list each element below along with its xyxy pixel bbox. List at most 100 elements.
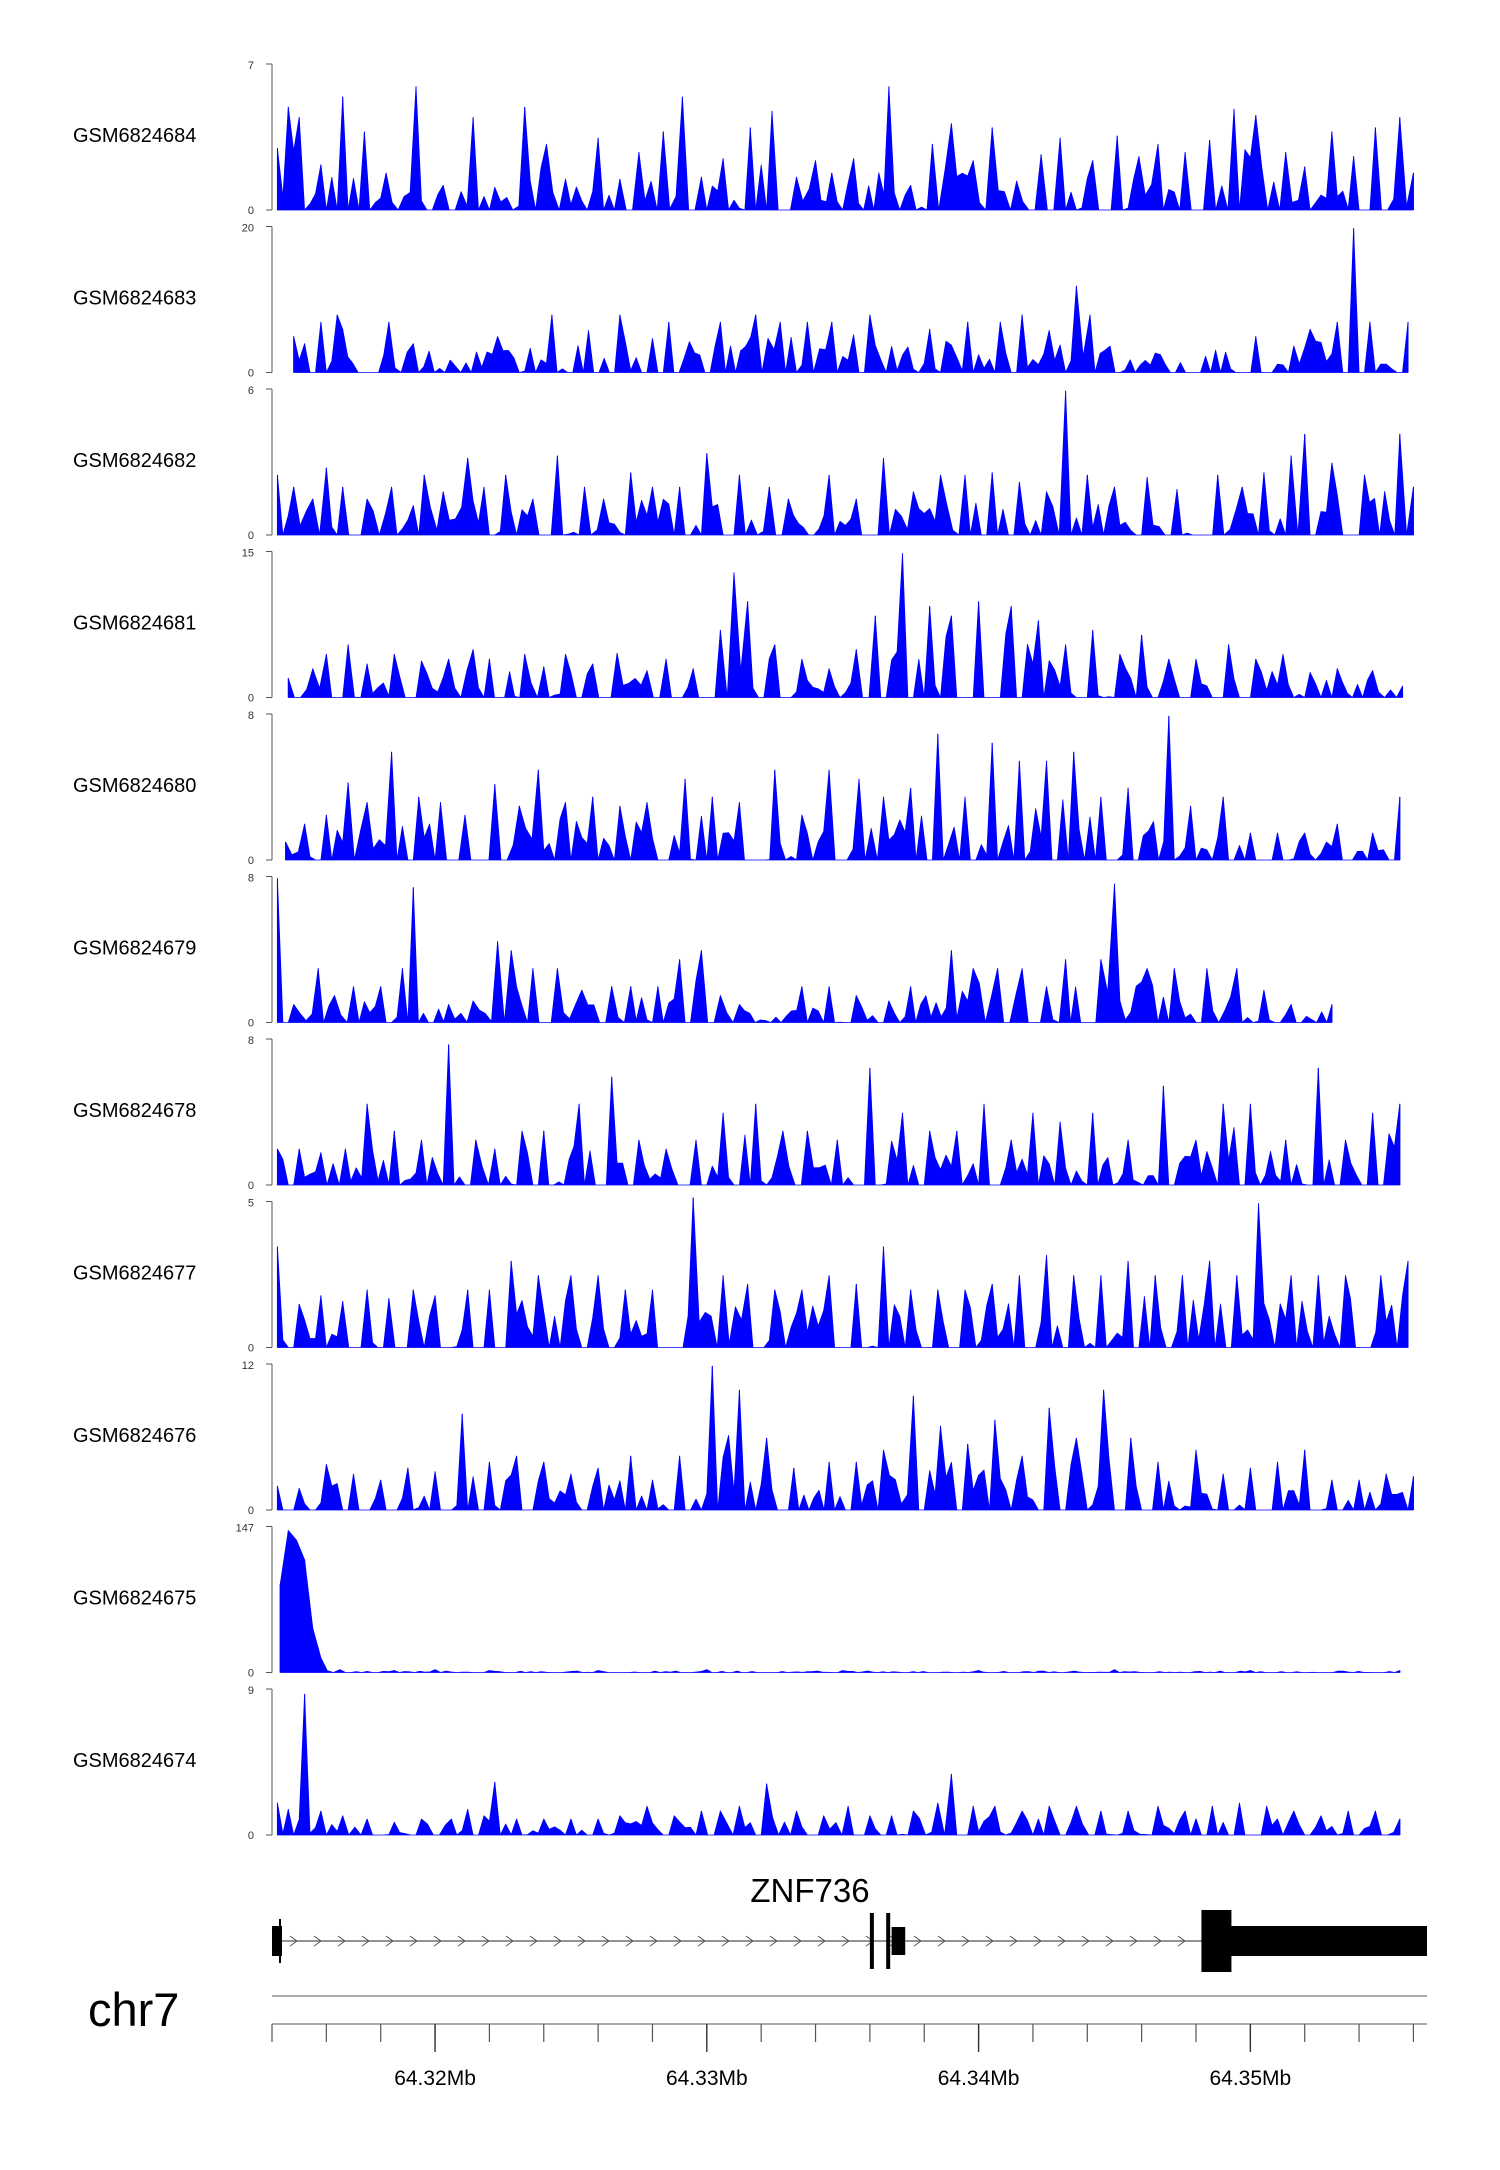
y-tick-label-min: 0 bbox=[248, 1505, 254, 1517]
track-label: GSM6824682 bbox=[73, 450, 196, 472]
strand-arrow bbox=[1105, 1935, 1114, 1947]
strand-arrow bbox=[1009, 1935, 1018, 1947]
track-label: GSM6824678 bbox=[73, 1100, 196, 1122]
strand-arrow bbox=[937, 1935, 946, 1947]
track-GSM6824679: GSM6824679 8 0 bbox=[73, 873, 1333, 1030]
strand-arrow bbox=[577, 1935, 586, 1947]
gene-exon bbox=[272, 1926, 282, 1956]
coverage-area bbox=[285, 715, 1401, 861]
y-tick-label-min: 0 bbox=[248, 1180, 254, 1192]
track-label: GSM6824683 bbox=[73, 288, 196, 310]
track-GSM6824678: GSM6824678 8 0 bbox=[73, 1035, 1401, 1192]
strand-arrow bbox=[793, 1935, 802, 1947]
strand-arrow bbox=[625, 1935, 634, 1947]
y-tick-label-max: 6 bbox=[248, 385, 254, 397]
strand-arrow bbox=[481, 1935, 490, 1947]
strand-arrow bbox=[649, 1935, 658, 1947]
strand-arrow bbox=[553, 1935, 562, 1947]
gene-model-track: ZNF736 bbox=[272, 1872, 1427, 1972]
track-GSM6824680: GSM6824680 8 0 bbox=[73, 710, 1401, 867]
strand-arrow bbox=[361, 1935, 370, 1947]
strand-arrow bbox=[529, 1935, 538, 1947]
coverage-area bbox=[277, 86, 1414, 211]
strand-arrow bbox=[1129, 1935, 1138, 1947]
strand-arrow bbox=[673, 1935, 682, 1947]
track-GSM6824684: GSM6824684 7 0 bbox=[73, 60, 1414, 217]
y-tick-label-min: 0 bbox=[248, 1018, 254, 1030]
y-tick-label-max: 7 bbox=[248, 60, 254, 72]
y-tick-label-min: 0 bbox=[248, 368, 254, 380]
strand-arrow bbox=[961, 1935, 970, 1947]
track-GSM6824682: GSM6824682 6 0 bbox=[73, 385, 1414, 542]
strand-arrow bbox=[769, 1935, 778, 1947]
strand-arrow bbox=[745, 1935, 754, 1947]
track-GSM6824683: GSM6824683 20 0 bbox=[73, 223, 1409, 380]
y-tick-label-max: 12 bbox=[242, 1360, 254, 1372]
strand-arrow bbox=[1033, 1935, 1042, 1947]
y-tick-label-max: 8 bbox=[248, 873, 254, 885]
strand-arrow bbox=[1177, 1935, 1186, 1947]
strand-arrow bbox=[721, 1935, 730, 1947]
strand-arrow bbox=[337, 1935, 346, 1947]
strand-arrow bbox=[601, 1935, 610, 1947]
coverage-area bbox=[277, 878, 1333, 1023]
y-tick-label-max: 8 bbox=[248, 1035, 254, 1047]
strand-arrow bbox=[817, 1935, 826, 1947]
strand-arrow bbox=[841, 1935, 850, 1947]
coverage-area bbox=[277, 390, 1414, 536]
coverage-area bbox=[277, 1044, 1401, 1186]
strand-arrow bbox=[985, 1935, 994, 1947]
strand-arrow bbox=[313, 1935, 322, 1947]
chromosome-label: chr7 bbox=[88, 1983, 179, 2036]
coverage-area bbox=[277, 1365, 1414, 1511]
strand-arrow bbox=[505, 1935, 514, 1947]
y-tick-label-max: 8 bbox=[248, 710, 254, 722]
gene-exon-utr bbox=[1204, 1926, 1427, 1956]
track-label: GSM6824679 bbox=[73, 938, 196, 960]
strand-arrow bbox=[1057, 1935, 1066, 1947]
gene-label: ZNF736 bbox=[750, 1872, 869, 1909]
strand-arrow bbox=[289, 1935, 298, 1947]
track-label: GSM6824675 bbox=[73, 1588, 196, 1610]
y-tick-label-min: 0 bbox=[248, 1830, 254, 1842]
track-label: GSM6824677 bbox=[73, 1263, 196, 1285]
track-label: GSM6824680 bbox=[73, 775, 196, 797]
y-tick-label-max: 147 bbox=[236, 1523, 254, 1535]
axis-tick-label: 64.32Mb bbox=[394, 2067, 476, 2090]
y-tick-label-max: 9 bbox=[248, 1685, 254, 1697]
track-GSM6824675: GSM6824675 147 0 bbox=[73, 1523, 1401, 1680]
strand-arrow bbox=[457, 1935, 466, 1947]
track-label: GSM6824681 bbox=[73, 613, 196, 635]
y-tick-label-max: 5 bbox=[248, 1198, 254, 1210]
y-tick-label-min: 0 bbox=[248, 205, 254, 217]
y-tick-label-max: 15 bbox=[242, 548, 254, 560]
axis-tick-label: 64.33Mb bbox=[666, 2067, 748, 2090]
track-GSM6824681: GSM6824681 15 0 bbox=[73, 548, 1404, 705]
strand-arrow bbox=[433, 1935, 442, 1947]
strand-arrow bbox=[409, 1935, 418, 1947]
y-tick-label-min: 0 bbox=[248, 693, 254, 705]
track-label: GSM6824684 bbox=[73, 125, 196, 147]
track-GSM6824674: GSM6824674 9 0 bbox=[73, 1685, 1401, 1842]
coverage-area bbox=[287, 553, 1403, 698]
coverage-area bbox=[293, 228, 1409, 373]
track-label: GSM6824676 bbox=[73, 1425, 196, 1447]
y-tick-label-min: 0 bbox=[248, 1668, 254, 1680]
track-GSM6824677: GSM6824677 5 0 bbox=[73, 1197, 1409, 1355]
gene-exon bbox=[891, 1927, 906, 1955]
coverage-tracks: GSM682468470GSM6824683200GSM682468260GSM… bbox=[73, 60, 1414, 1842]
y-tick-label-max: 20 bbox=[242, 223, 254, 235]
gene-exon bbox=[886, 1913, 891, 1969]
strand-arrow bbox=[1081, 1935, 1090, 1947]
track-label: GSM6824674 bbox=[73, 1750, 196, 1772]
y-tick-label-min: 0 bbox=[248, 1343, 254, 1355]
y-tick-label-min: 0 bbox=[248, 855, 254, 867]
strand-arrow bbox=[1153, 1935, 1162, 1947]
strand-arrow bbox=[385, 1935, 394, 1947]
y-tick-label-min: 0 bbox=[248, 530, 254, 542]
axis-tick-label: 64.34Mb bbox=[938, 2067, 1020, 2090]
gene-exon bbox=[869, 1913, 874, 1969]
axis-tick-label: 64.35Mb bbox=[1209, 2067, 1291, 2090]
coverage-area bbox=[279, 1530, 1401, 1673]
